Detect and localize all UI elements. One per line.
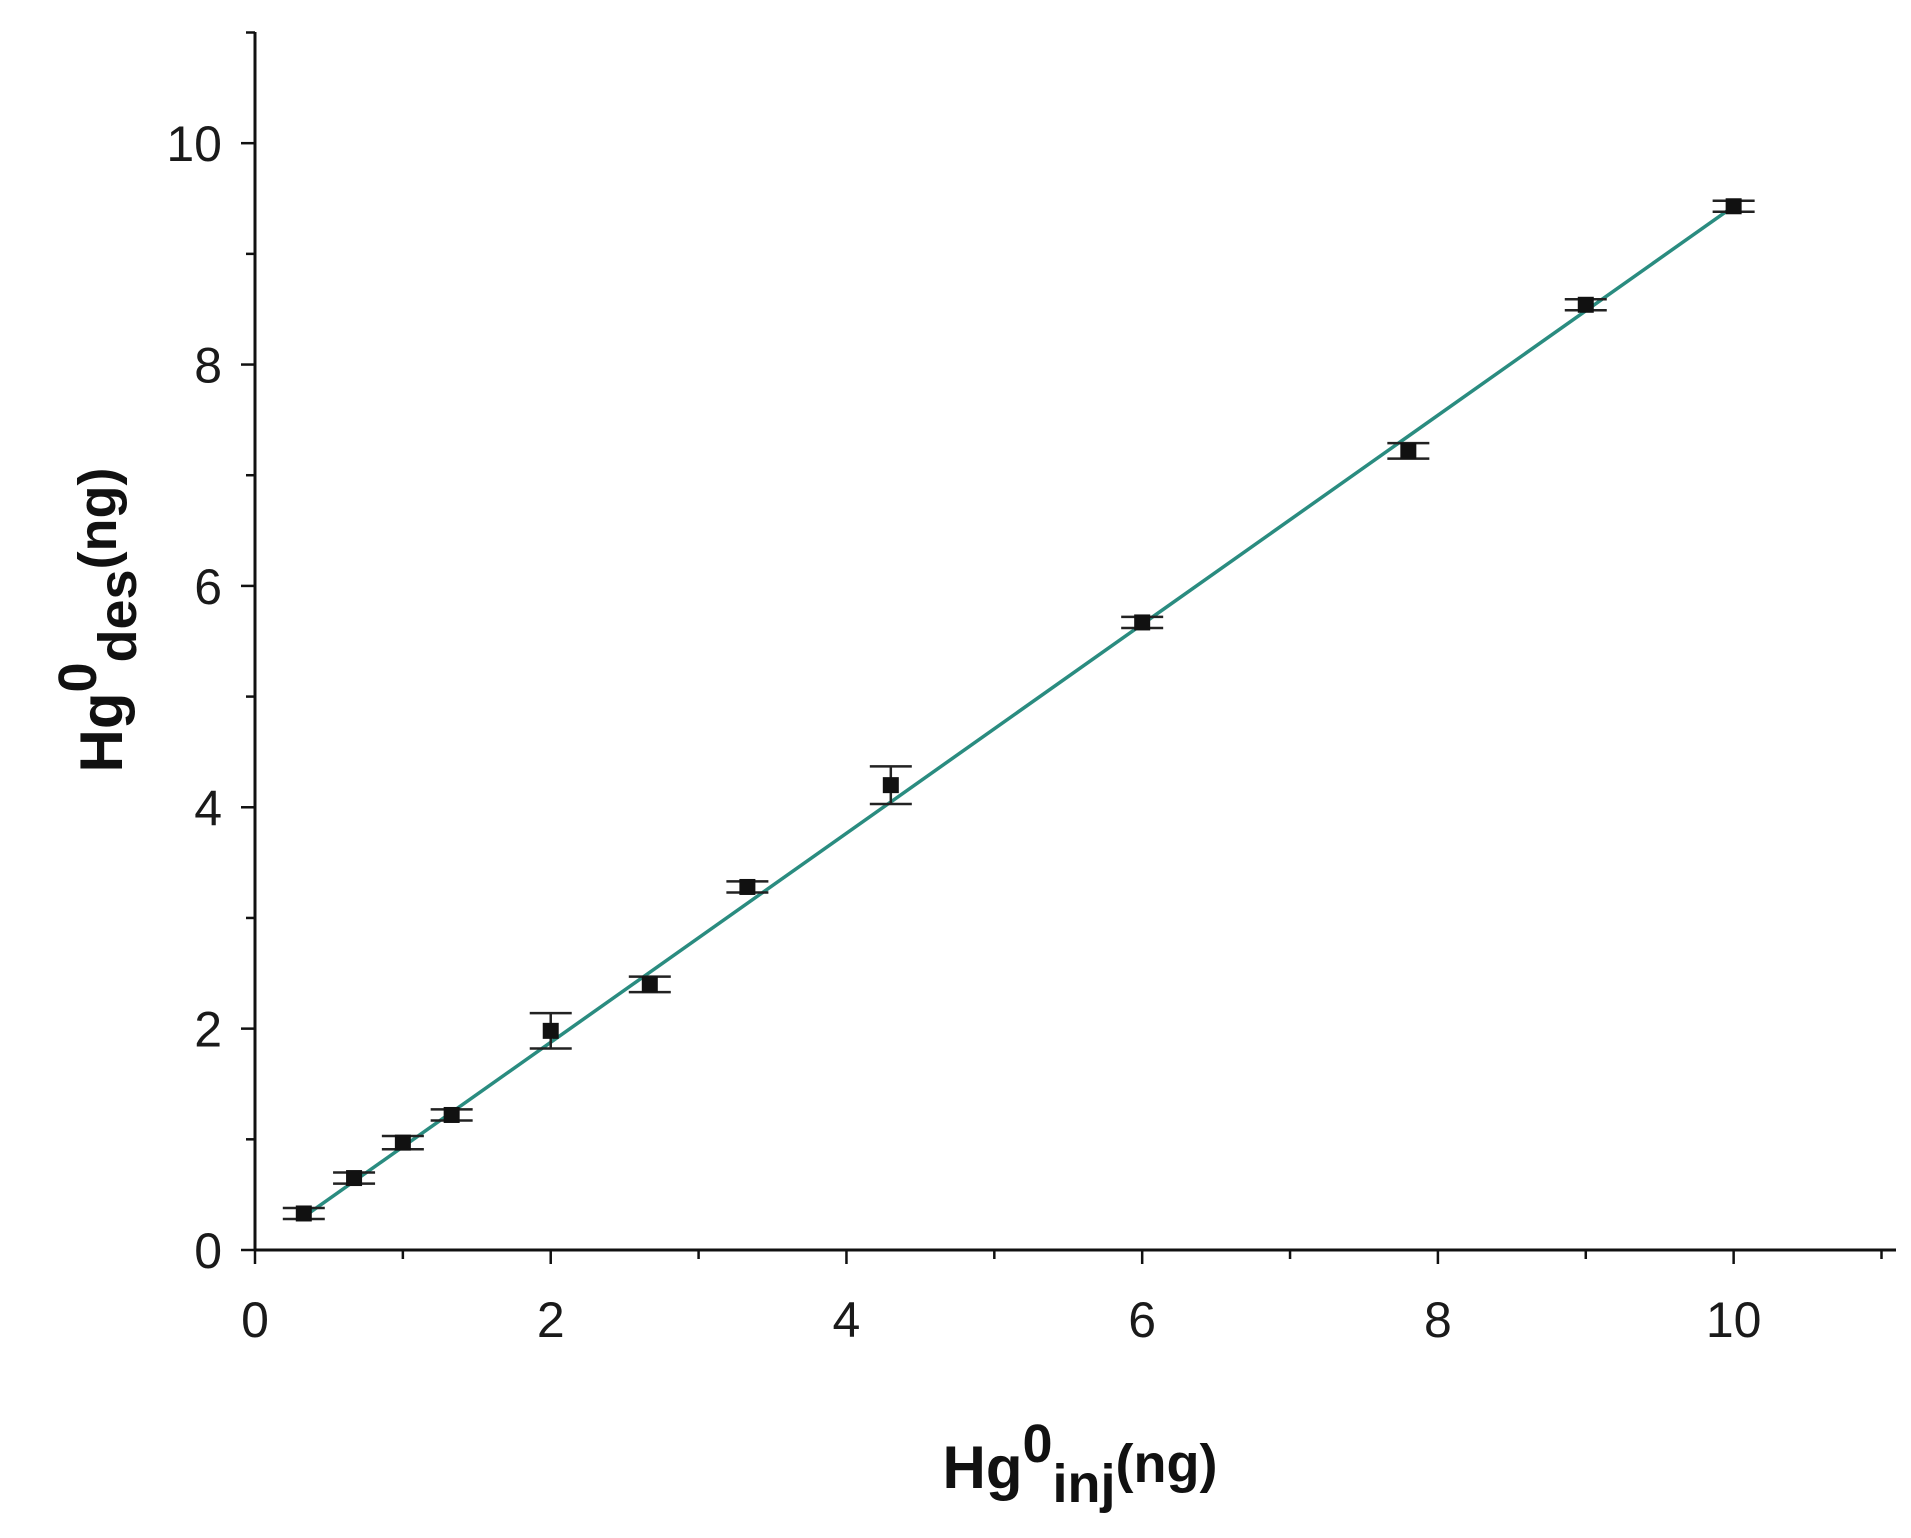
data-point xyxy=(1577,296,1594,313)
data-point xyxy=(882,777,899,794)
plot-area: 0 2 4 6 8 10 0 2 4 6 8 10 xyxy=(166,31,1896,1348)
y-tick-label: 10 xyxy=(166,116,222,172)
x-axis-ticks: 0 2 4 6 8 10 xyxy=(241,1250,1883,1348)
data-point xyxy=(1134,614,1151,631)
data-point xyxy=(739,878,756,895)
y-axis-title: Hg0des(ng) xyxy=(48,467,148,772)
x-tick-label: 4 xyxy=(833,1292,861,1348)
fit-line-group xyxy=(302,204,1735,1219)
x-axis-title: Hg0inj(ng) xyxy=(943,1414,1218,1514)
y-tick-label: 2 xyxy=(194,1002,222,1058)
data-point xyxy=(394,1134,411,1151)
fit-line xyxy=(302,204,1735,1219)
y-tick-label: 6 xyxy=(194,559,222,615)
x-axis-title-main: Hg xyxy=(943,1434,1023,1501)
data-point xyxy=(1400,442,1417,459)
x-tick-label: 0 xyxy=(241,1292,269,1348)
x-tick-label: 6 xyxy=(1128,1292,1156,1348)
data-point xyxy=(1725,198,1742,215)
data-point xyxy=(641,976,658,993)
x-tick-label: 2 xyxy=(537,1292,565,1348)
data-point xyxy=(346,1170,363,1187)
data-points xyxy=(295,198,1742,1222)
data-point xyxy=(443,1106,460,1123)
x-axis-title-sup: 0 xyxy=(1023,1414,1053,1474)
y-tick-label: 8 xyxy=(194,338,222,394)
x-axis-title-unit: (ng) xyxy=(1116,1434,1218,1494)
y-axis-title-sub: des xyxy=(88,569,148,662)
x-tick-label: 10 xyxy=(1706,1292,1762,1348)
y-axis-title-unit: (ng) xyxy=(68,467,128,569)
y-tick-label: 4 xyxy=(194,780,222,836)
y-axis-title-sup: 0 xyxy=(48,662,108,692)
y-axis-ticks: 0 2 4 6 8 10 xyxy=(166,31,255,1279)
x-tick-label: 8 xyxy=(1424,1292,1452,1348)
data-point xyxy=(295,1205,312,1222)
y-axis-title-main: Hg xyxy=(68,693,135,773)
y-tick-label: 0 xyxy=(194,1223,222,1279)
data-point xyxy=(542,1022,559,1039)
x-axis-title-sub: inj xyxy=(1053,1454,1116,1514)
